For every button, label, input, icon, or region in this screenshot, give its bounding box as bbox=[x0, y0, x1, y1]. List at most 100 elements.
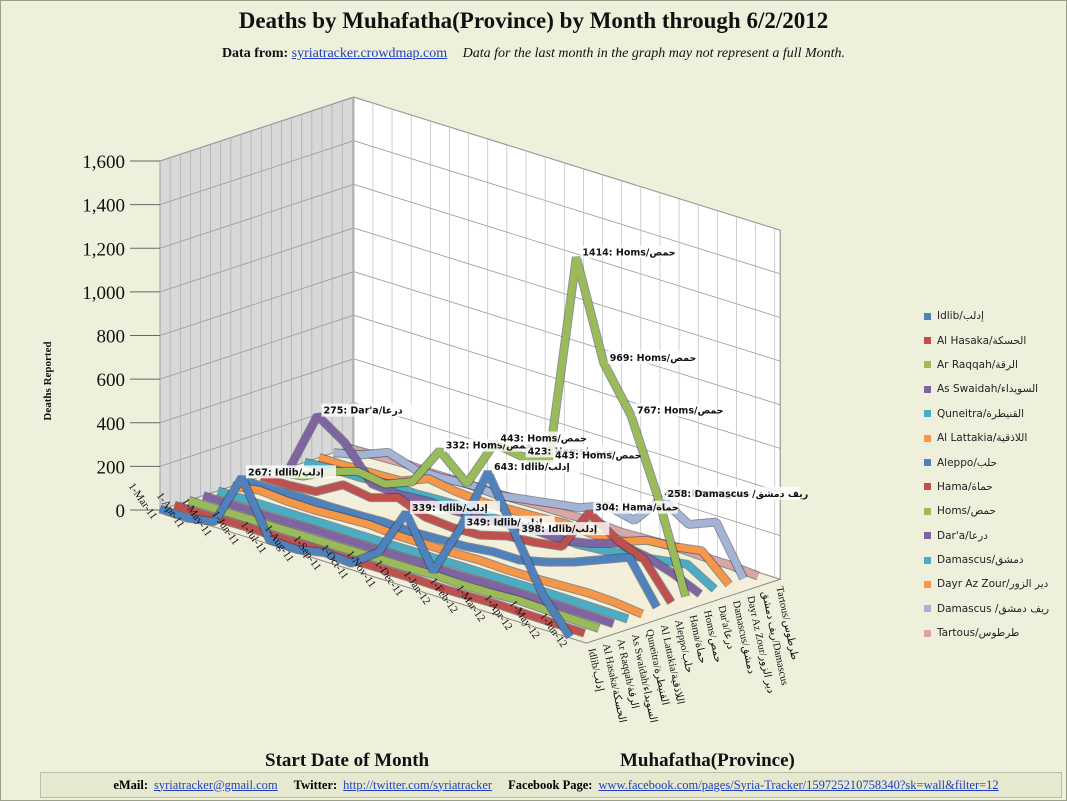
legend-item: Homs/حمص bbox=[924, 499, 1049, 523]
y-axis-label: Deaths Reported bbox=[42, 341, 54, 420]
data-labels: 267: Idlib/إدلب 339: Idlib/إدلب 349: Idlib… bbox=[246, 245, 809, 536]
series-line-2 bbox=[173, 501, 586, 637]
data-label-bg bbox=[607, 350, 687, 364]
data-label: 304: Hama/حماة bbox=[595, 503, 678, 514]
data-label-bg bbox=[410, 500, 500, 514]
data-label: 332: Homs/حمص bbox=[446, 441, 533, 452]
footer: eMail: syriatracker@gmail.com Twitter: h… bbox=[40, 772, 1062, 798]
legend-item: Idlib/إدلب bbox=[924, 304, 1049, 328]
legend-swatch bbox=[924, 361, 931, 369]
series-line-1 bbox=[158, 470, 573, 639]
email-link[interactable]: syriatracker@gmail.com bbox=[154, 777, 278, 792]
province-axis-title: Muhafatha(Province) bbox=[620, 750, 795, 771]
legend-label: Al Lattakia/اللاذقية bbox=[937, 432, 1028, 445]
legend-item: Hama/حماة bbox=[924, 475, 1049, 499]
legend-label: Al Hasaka/الحسكة bbox=[937, 334, 1027, 347]
x-tick-label: 1-Mar-11 bbox=[126, 481, 160, 522]
legend-swatch bbox=[924, 434, 931, 442]
legend-swatch bbox=[924, 556, 931, 564]
legend-label: Tartous/طرطوس bbox=[937, 627, 1020, 640]
legend-item: Al Hasaka/الحسكة bbox=[924, 328, 1049, 352]
data-label-bg bbox=[492, 460, 582, 474]
legend-swatch bbox=[924, 459, 931, 467]
twitter-label: Twitter: bbox=[293, 777, 338, 792]
y-axis-ticks: 0 200 400 600 800 1,000 1,200 1,400 1,600 bbox=[82, 152, 160, 522]
legend-item: As Swaidah/السويداء bbox=[924, 377, 1049, 401]
legend-swatch bbox=[924, 605, 931, 613]
series-line-9 bbox=[275, 256, 690, 598]
legend-swatch bbox=[924, 312, 931, 320]
y-tick-label: 400 bbox=[97, 414, 126, 435]
chart-subtitle: Data from: syriatracker.crowdmap.com Dat… bbox=[0, 46, 1067, 62]
data-label-bg bbox=[553, 448, 632, 462]
legend-swatch bbox=[924, 532, 931, 540]
data-source-label: Data from: bbox=[221, 46, 289, 61]
legend-swatch bbox=[924, 629, 931, 637]
legend-swatch bbox=[924, 410, 931, 418]
data-label: 767: Homs/حمص bbox=[637, 405, 724, 416]
data-label-bg bbox=[321, 403, 412, 417]
data-label: 339: Idlib/إدلب bbox=[412, 503, 488, 514]
data-label-bg bbox=[635, 403, 714, 417]
legend-item: Tartous/طرطوس bbox=[924, 621, 1049, 645]
legend-swatch bbox=[924, 507, 931, 515]
legend-item: Dayr Az Zour/دير الزور bbox=[924, 572, 1049, 596]
facebook-link[interactable]: www.facebook.com/pages/Syria-Tracker/159… bbox=[598, 777, 999, 792]
email-label: eMail: bbox=[113, 777, 149, 792]
legend-swatch bbox=[924, 580, 931, 588]
legend-label: Dayr Az Zour/دير الزور bbox=[937, 578, 1049, 591]
series-line-12 bbox=[318, 454, 732, 587]
data-label: 275: Dar'a/درعا bbox=[323, 406, 402, 417]
legend-label: Damascus/دمشق bbox=[937, 554, 1024, 567]
y-tick-label: 1,200 bbox=[82, 239, 125, 260]
y-tick-label: 1,600 bbox=[82, 152, 125, 173]
data-label: 398: Idlib/إدلب bbox=[521, 524, 597, 535]
data-label: 1414: Homs/حمص bbox=[582, 247, 675, 258]
chart-title: Deaths by Muhafatha(Province) by Month t… bbox=[238, 8, 829, 33]
legend-item: Al Lattakia/اللاذقية bbox=[924, 426, 1049, 450]
legend-label: Homs/حمص bbox=[937, 505, 996, 518]
data-label: 643: Idlib/إدلب bbox=[494, 462, 570, 473]
legend: Idlib/إدلب Al Hasaka/الحسكة Ar Raqqah/الرق… bbox=[924, 304, 1049, 645]
facebook-label: Facebook Page: bbox=[508, 777, 593, 792]
legend-label: Quneitra/القنيطرة bbox=[937, 407, 1025, 420]
y-tick-label: 800 bbox=[97, 327, 126, 348]
data-label-bg bbox=[593, 500, 678, 514]
legend-item: Damascus/دمشق bbox=[924, 548, 1049, 572]
y-tick-label: 1,000 bbox=[82, 283, 125, 304]
legend-label: Aleppo/حلب bbox=[937, 456, 998, 469]
legend-label: As Swaidah/السويداء bbox=[937, 383, 1039, 396]
legend-item: Aleppo/حلب bbox=[924, 450, 1049, 474]
data-source-link[interactable]: syriatracker.crowdmap.com bbox=[291, 46, 448, 61]
legend-item: Dar'a/درعا bbox=[924, 524, 1049, 548]
legend-item: Quneitra/القنيطرة bbox=[924, 402, 1049, 426]
series-line-6 bbox=[231, 482, 644, 618]
y-tick-label: 600 bbox=[97, 370, 126, 391]
data-label-bg bbox=[498, 431, 578, 445]
legend-swatch bbox=[924, 385, 931, 393]
x-axis-title: Start Date of Month bbox=[265, 750, 430, 771]
legend-label: Hama/حماة bbox=[937, 480, 993, 493]
data-label-bg bbox=[519, 522, 610, 536]
y-tick-label: 200 bbox=[97, 457, 126, 478]
legend-swatch bbox=[924, 483, 931, 491]
legend-swatch bbox=[924, 337, 931, 345]
data-note: Data for the last month in the graph may… bbox=[462, 46, 846, 61]
legend-label: Dar'a/درعا bbox=[937, 529, 988, 542]
twitter-link[interactable]: http://twitter.com/syriatracker bbox=[343, 777, 493, 792]
data-label-bg bbox=[665, 486, 801, 500]
legend-item: Damascus /ريف دمشق bbox=[924, 597, 1049, 621]
y-tick-label: 1,400 bbox=[82, 196, 125, 217]
data-label-bg bbox=[580, 245, 665, 259]
legend-label: Damascus /ريف دمشق bbox=[937, 602, 1050, 615]
data-label: 258: Damascus /ريف دمشق bbox=[668, 489, 809, 500]
legend-label: Idlib/إدلب bbox=[937, 310, 984, 323]
y-tick-label: 0 bbox=[116, 501, 126, 522]
legend-label: Ar Raqqah/الرقة bbox=[937, 358, 1018, 371]
data-label-bg bbox=[246, 465, 336, 479]
data-label: 443: Homs/حمص bbox=[555, 451, 642, 462]
legend-item: Ar Raqqah/الرقة bbox=[924, 353, 1049, 377]
data-label: 443: Homs/حمص bbox=[500, 433, 587, 444]
data-label: 349: Idlib/إدلب bbox=[467, 518, 543, 529]
